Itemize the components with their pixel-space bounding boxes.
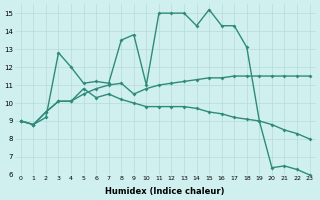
X-axis label: Humidex (Indice chaleur): Humidex (Indice chaleur) (106, 187, 225, 196)
